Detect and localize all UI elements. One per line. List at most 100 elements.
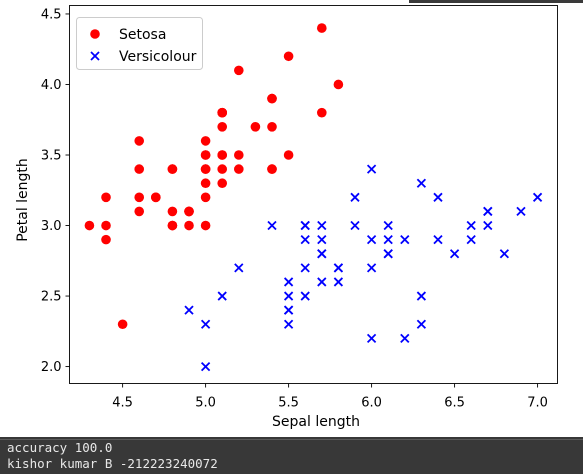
- point-versicolour-28: [366, 234, 377, 245]
- point-setosa-43: [200, 150, 211, 160]
- point-setosa-3: [134, 206, 145, 217]
- y-tick-label-3: 3.5: [41, 149, 62, 164]
- point-setosa-24: [167, 164, 178, 174]
- legend-box: [76, 17, 203, 70]
- previous-output-strip: [0, 0, 583, 5]
- point-versicolour-26: [499, 249, 510, 259]
- point-setosa-16: [267, 93, 277, 104]
- x-tick-label-2: 5.5: [278, 396, 299, 411]
- point-versicolour-39: [283, 291, 294, 301]
- point-versicolour-35: [366, 164, 377, 174]
- point-versicolour-3: [283, 319, 294, 329]
- cell-output: accuracy 100.0 kishor kumar B -212223240…: [0, 437, 583, 474]
- point-setosa-48: [250, 121, 261, 132]
- point-versicolour-43: [200, 319, 211, 329]
- point-setosa-17: [217, 150, 228, 160]
- point-setosa-18: [316, 107, 327, 118]
- x-tick-label-4: 6.5: [444, 396, 465, 411]
- point-versicolour-40: [283, 277, 294, 287]
- point-setosa-47: [134, 192, 145, 203]
- y-tick-label-1: 2.5: [41, 290, 62, 305]
- x-tick-label-5: 7.0: [527, 396, 548, 411]
- y-tick-label-5: 4.5: [41, 7, 62, 22]
- x-tick-label-3: 6.0: [361, 396, 382, 411]
- point-setosa-25: [200, 220, 211, 231]
- point-versicolour-42: [333, 277, 344, 287]
- point-setosa-41: [117, 319, 128, 330]
- point-setosa-10: [267, 121, 277, 132]
- point-versicolour-7: [184, 305, 194, 315]
- point-versicolour-0: [532, 192, 543, 202]
- point-setosa-8: [101, 234, 111, 245]
- point-versicolour-29: [317, 277, 327, 287]
- point-setosa-46: [217, 107, 228, 118]
- point-versicolour-18: [400, 333, 410, 344]
- point-versicolour-20: [350, 192, 360, 202]
- point-versicolour-34: [267, 220, 277, 231]
- plot-frame: [69, 5, 558, 384]
- point-versicolour-25: [466, 220, 476, 231]
- point-versicolour-33: [366, 263, 377, 273]
- x-tick-label-0: 4.5: [112, 396, 133, 411]
- x-axis-ticks: 4.5 5.0 5.5 6.0 6.5 7.0: [112, 383, 548, 411]
- point-versicolour-49: [317, 249, 327, 259]
- point-versicolour-41: [383, 220, 393, 231]
- point-setosa-13: [84, 220, 95, 231]
- point-versicolour-27: [483, 220, 493, 231]
- point-setosa-28: [234, 164, 244, 174]
- point-setosa-42: [101, 192, 111, 203]
- point-setosa-23: [217, 178, 228, 189]
- point-setosa-35: [200, 192, 211, 203]
- chart-legend: Setosa Versicolour: [76, 17, 203, 70]
- point-versicolour-19: [300, 291, 310, 301]
- point-versicolour-8: [466, 234, 476, 245]
- point-versicolour-31: [283, 305, 294, 315]
- output-separator: [0, 439, 583, 440]
- point-versicolour-44: [300, 263, 310, 273]
- point-versicolour-38: [300, 220, 310, 231]
- scrollbar-remnant: [409, 0, 583, 3]
- y-tick-label-4: 4.0: [41, 78, 62, 93]
- point-versicolour-37: [416, 319, 427, 329]
- y-axis-ticks: 2.0 2.5 3.0 3.5 4.0 4.5: [41, 7, 70, 375]
- point-versicolour-36: [483, 206, 493, 217]
- point-setosa-26: [200, 164, 211, 174]
- point-versicolour-23: [383, 249, 393, 259]
- point-setosa-14: [333, 79, 344, 90]
- point-setosa-29: [151, 192, 161, 203]
- point-versicolour-14: [300, 234, 310, 245]
- point-versicolour-4: [449, 249, 460, 259]
- point-setosa-32: [234, 65, 244, 76]
- point-setosa-4: [200, 136, 211, 146]
- x-tick-label-1: 5.0: [195, 396, 216, 411]
- legend-label-setosa: Setosa: [119, 27, 166, 43]
- point-versicolour-10: [200, 361, 211, 372]
- point-versicolour-2: [516, 206, 526, 217]
- point-setosa-21: [217, 121, 228, 132]
- y-axis-label: Petal length: [15, 158, 31, 242]
- point-setosa-39: [217, 164, 228, 174]
- point-versicolour-48: [217, 291, 227, 301]
- scatter-chart: 4.5 5.0 5.5 6.0 6.5 7.0 2.0 2.5 3.0 3.5 4.0 4.5 Se…: [15, 5, 558, 430]
- point-setosa-30: [167, 206, 178, 217]
- legend-marker-versicolour: [90, 51, 100, 61]
- point-versicolour-45: [317, 220, 327, 231]
- point-setosa-1: [184, 220, 194, 231]
- point-setosa-27: [234, 150, 244, 160]
- point-versicolour-6: [416, 178, 427, 188]
- point-versicolour-11: [350, 220, 360, 231]
- point-setosa-36: [283, 150, 294, 160]
- output-line-accuracy: accuracy 100.0: [7, 440, 113, 455]
- point-versicolour-22: [416, 291, 427, 301]
- point-setosa-15: [316, 23, 327, 33]
- point-versicolour-13: [383, 234, 393, 245]
- point-versicolour-46: [317, 234, 327, 245]
- point-setosa-33: [283, 51, 294, 62]
- output-line-author: kishor kumar B -212223240072: [7, 456, 218, 471]
- legend-marker-setosa: [90, 29, 100, 39]
- y-tick-label-2: 3.0: [41, 219, 62, 234]
- point-setosa-38: [101, 220, 111, 231]
- point-versicolour-47: [400, 234, 410, 245]
- point-setosa-45: [167, 220, 178, 231]
- point-setosa-49: [200, 178, 211, 189]
